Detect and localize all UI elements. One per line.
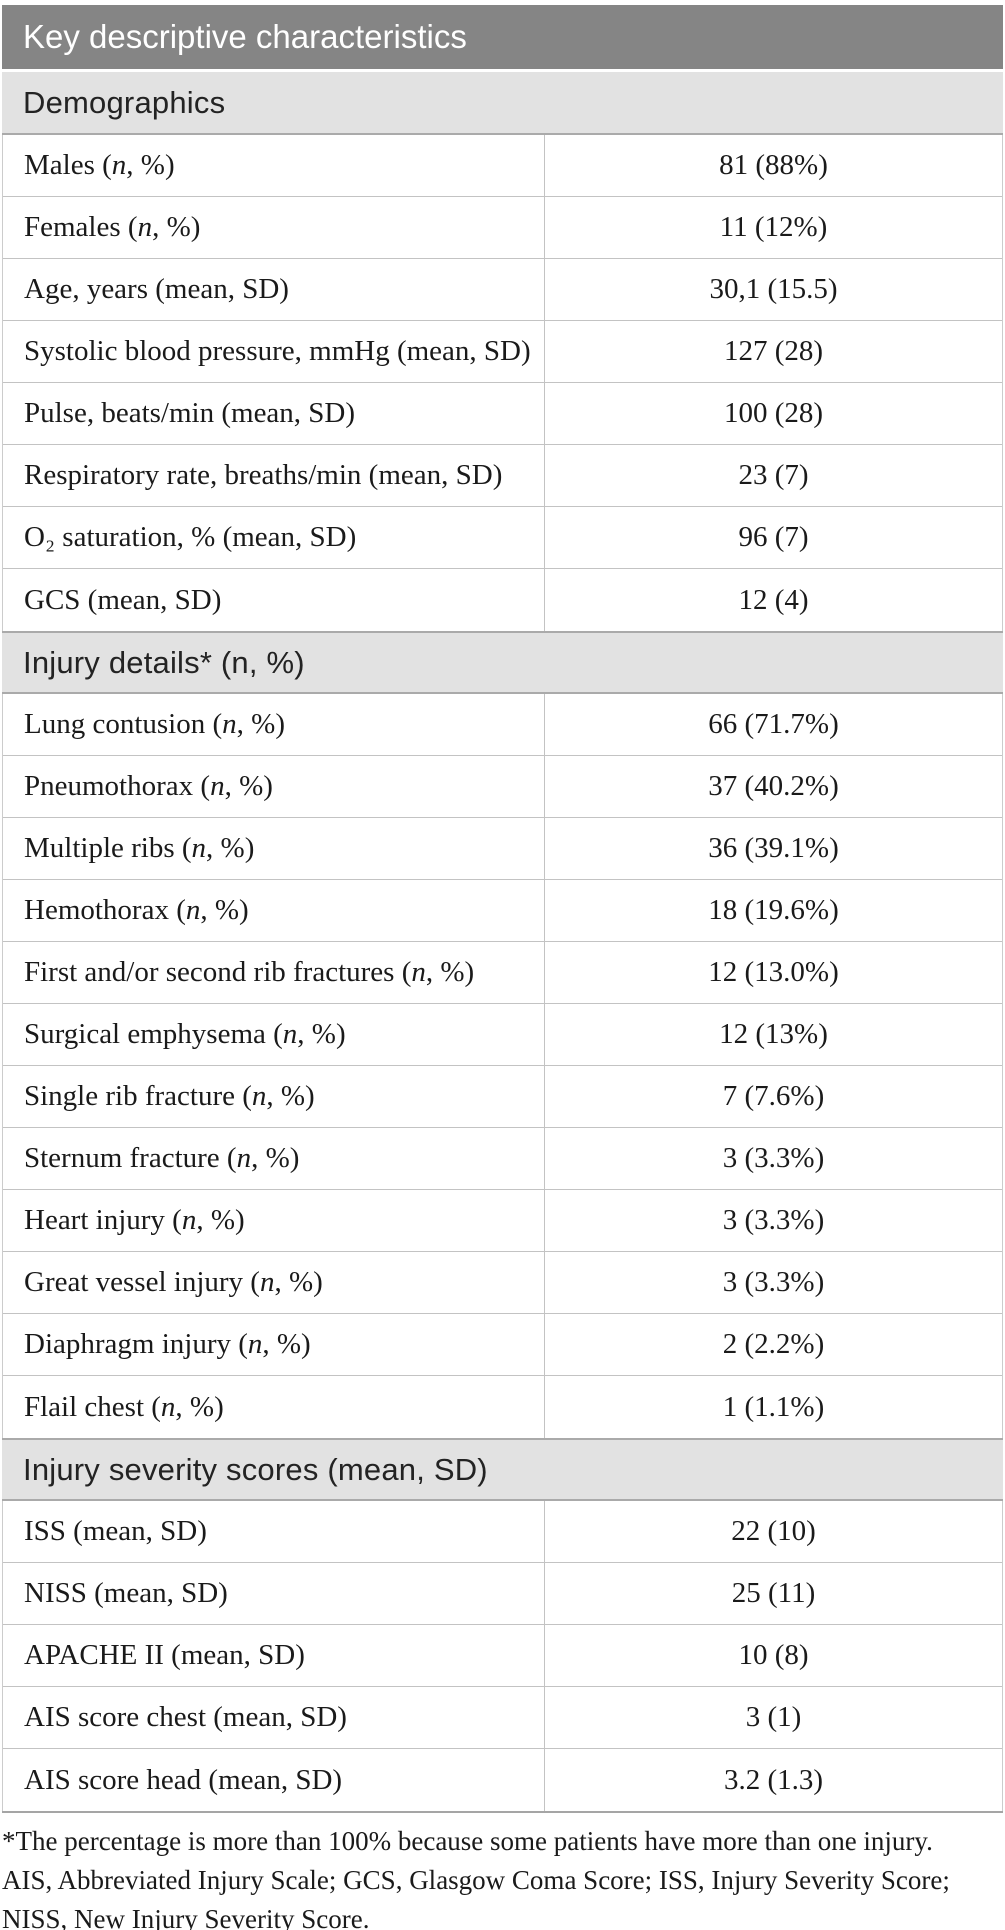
row-label-cell: AIS score chest (mean, SD) [3, 1687, 545, 1748]
table-section: Demographics Males (n, %) 81 (88%) Femal… [2, 72, 1003, 631]
table-row: AIS score head (mean, SD) 3.2 (1.3) [3, 1749, 1002, 1811]
row-label-cell: Diaphragm injury (n, %) [3, 1314, 545, 1375]
table-row: Males (n, %) 81 (88%) [3, 135, 1002, 197]
section-header-label: Injury details* (n, %) [23, 644, 305, 680]
row-label-cell: First and/or second rib fractures (n, %) [3, 942, 545, 1003]
row-label-cell: Lung contusion (n, %) [3, 694, 545, 755]
row-value-cell: 22 (10) [731, 1515, 816, 1547]
row-label-cell: Respiratory rate, breaths/min (mean, SD) [3, 445, 545, 506]
row-value-cell: 3 (1) [745, 1701, 802, 1733]
row-value-cell: 100 (28) [723, 397, 824, 429]
section-header-bar: Demographics [2, 72, 1003, 135]
row-label-cell: Age, years (mean, SD) [3, 259, 545, 320]
row-value-cell: 10 (8) [738, 1639, 809, 1671]
table-row: Pneumothorax (n, %) 37 (40.2%) [3, 756, 1002, 818]
row-value-cell: 7 (7.6%) [722, 1080, 825, 1112]
row-value-cell: 81 (88%) [719, 149, 828, 181]
row-label-cell: Pulse, beats/min (mean, SD) [3, 383, 545, 444]
table-row: Pulse, beats/min (mean, SD) 100 (28) [3, 383, 1002, 445]
table-sections: Demographics Males (n, %) 81 (88%) Femal… [2, 72, 1003, 1811]
section-rows: Lung contusion (n, %) 66 (71.7%) Pneumot… [2, 694, 1003, 1438]
section-header-bar: Injury severity scores (mean, SD) [2, 1438, 1003, 1501]
row-label-cell: APACHE II (mean, SD) [3, 1625, 545, 1686]
row-label-cell: Hemothorax (n, %) [3, 880, 545, 941]
row-value-cell: 12 (4) [738, 583, 809, 616]
row-label-cell: Systolic blood pressure, mmHg (mean, SD) [3, 321, 545, 382]
table-row: Diaphragm injury (n, %) 2 (2.2%) [3, 1314, 1002, 1376]
section-rows: Males (n, %) 81 (88%) Females (n, %) 11 … [2, 135, 1003, 631]
row-label-cell: Surgical emphysema (n, %) [3, 1004, 545, 1065]
footnote-line: AIS, Abbreviated Injury Scale; GCS, Glas… [2, 1865, 950, 1930]
row-label-cell: Males (n, %) [3, 135, 545, 196]
table-section: Injury severity scores (mean, SD) ISS (m… [2, 1438, 1003, 1811]
row-label-cell: Multiple ribs (n, %) [3, 818, 545, 879]
table-row: Heart injury (n, %) 3 (3.3%) [3, 1190, 1002, 1252]
row-value-cell: 3 (3.3%) [722, 1266, 825, 1298]
row-value-cell: 3 (3.3%) [722, 1142, 825, 1174]
row-label-cell: Sternum fracture (n, %) [3, 1128, 545, 1189]
row-value-cell: 25 (11) [731, 1577, 816, 1609]
section-header-label: Injury severity scores (mean, SD) [23, 1451, 488, 1487]
row-label-cell: O₂ saturation, % (mean, SD) [3, 507, 545, 568]
table-row: O₂ saturation, % (mean, SD) 96 (7) [3, 507, 1002, 569]
row-value-cell: 66 (71.7%) [708, 708, 839, 740]
table-row: ISS (mean, SD) 22 (10) [3, 1501, 1002, 1563]
table-row: Single rib fracture (n, %) 7 (7.6%) [3, 1066, 1002, 1128]
table-row: Lung contusion (n, %) 66 (71.7%) [3, 694, 1002, 756]
row-label-cell: NISS (mean, SD) [3, 1563, 545, 1624]
row-value-cell: 36 (39.1%) [708, 832, 839, 864]
table-row: First and/or second rib fractures (n, %)… [3, 942, 1002, 1004]
table-row: APACHE II (mean, SD) 10 (8) [3, 1625, 1002, 1687]
table-title: Key descriptive characteristics [23, 18, 467, 55]
table-row: NISS (mean, SD) 25 (11) [3, 1563, 1002, 1625]
row-label-cell: Heart injury (n, %) [3, 1190, 545, 1251]
row-label-cell: Single rib fracture (n, %) [3, 1066, 545, 1127]
section-rows: ISS (mean, SD) 22 (10) NISS (mean, SD) 2… [2, 1501, 1003, 1811]
section-header-label: Demographics [23, 84, 226, 120]
row-value-cell: 127 (28) [723, 335, 824, 367]
section-header-bar: Injury details* (n, %) [2, 631, 1003, 694]
table-row: Sternum fracture (n, %) 3 (3.3%) [3, 1128, 1002, 1190]
descriptive-characteristics-table: Key descriptive characteristics Demograp… [2, 5, 1003, 1813]
table-row: Systolic blood pressure, mmHg (mean, SD)… [3, 321, 1002, 383]
row-value-cell: 3.2 (1.3) [723, 1763, 824, 1796]
row-value-cell: 11 (12%) [719, 211, 828, 243]
row-value-cell: 18 (19.6%) [708, 894, 839, 926]
row-label-cell: AIS score head (mean, SD) [3, 1749, 545, 1811]
table-row: AIS score chest (mean, SD) 3 (1) [3, 1687, 1002, 1749]
table-footnotes: *The percentage is more than 100% becaus… [2, 1813, 1003, 1930]
table-row: Age, years (mean, SD) 30,1 (15.5) [3, 259, 1002, 321]
footnote-line: *The percentage is more than 100% becaus… [2, 1826, 933, 1856]
table-row: Females (n, %) 11 (12%) [3, 197, 1002, 259]
row-value-cell: 1 (1.1%) [722, 1390, 825, 1423]
row-label-cell: Great vessel injury (n, %) [3, 1252, 545, 1313]
row-value-cell: 2 (2.2%) [722, 1328, 825, 1360]
row-value-cell: 3 (3.3%) [722, 1204, 825, 1236]
row-label-cell: Pneumothorax (n, %) [3, 756, 545, 817]
table-row: GCS (mean, SD) 12 (4) [3, 569, 1002, 631]
row-value-cell: 96 (7) [738, 521, 809, 553]
row-value-cell: 12 (13.0%) [708, 956, 839, 988]
table-row: Flail chest (n, %) 1 (1.1%) [3, 1376, 1002, 1438]
table-row: Multiple ribs (n, %) 36 (39.1%) [3, 818, 1002, 880]
row-value-cell: 37 (40.2%) [708, 770, 839, 802]
row-value-cell: 30,1 (15.5) [709, 273, 838, 305]
table-row: Hemothorax (n, %) 18 (19.6%) [3, 880, 1002, 942]
table-row: Great vessel injury (n, %) 3 (3.3%) [3, 1252, 1002, 1314]
table-title-bar: Key descriptive characteristics [2, 5, 1003, 69]
row-value-cell: 23 (7) [738, 459, 809, 491]
table-row: Respiratory rate, breaths/min (mean, SD)… [3, 445, 1002, 507]
row-label-cell: Females (n, %) [3, 197, 545, 258]
table-row: Surgical emphysema (n, %) 12 (13%) [3, 1004, 1002, 1066]
row-label-cell: Flail chest (n, %) [3, 1376, 545, 1438]
row-label-cell: ISS (mean, SD) [3, 1501, 545, 1562]
row-label-cell: GCS (mean, SD) [3, 569, 545, 631]
table-section: Injury details* (n, %) Lung contusion (n… [2, 631, 1003, 1438]
row-value-cell: 12 (13%) [719, 1018, 828, 1050]
